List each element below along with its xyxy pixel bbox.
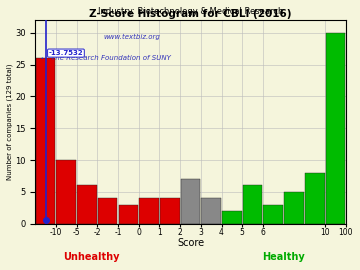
Text: www.textbiz.org: www.textbiz.org <box>104 34 161 40</box>
Bar <box>160 198 180 224</box>
Bar <box>243 185 262 224</box>
Title: Z-Score Histogram for CBLI (2016): Z-Score Histogram for CBLI (2016) <box>89 9 292 19</box>
Bar <box>264 205 283 224</box>
Text: Industry: Biotechnology & Medical Research: Industry: Biotechnology & Medical Resear… <box>98 7 283 16</box>
Bar <box>181 179 200 224</box>
X-axis label: Score: Score <box>177 238 204 248</box>
Y-axis label: Number of companies (129 total): Number of companies (129 total) <box>7 64 13 180</box>
Bar <box>57 160 76 224</box>
Text: Healthy: Healthy <box>262 252 305 262</box>
Bar <box>222 211 242 224</box>
Text: The Research Foundation of SUNY: The Research Foundation of SUNY <box>51 55 171 61</box>
Bar <box>305 173 325 224</box>
Bar <box>201 198 221 224</box>
Bar <box>118 205 138 224</box>
Bar <box>36 58 55 224</box>
Text: Unhealthy: Unhealthy <box>63 252 120 262</box>
Bar <box>284 192 304 224</box>
Bar <box>139 198 159 224</box>
Text: -13.7532: -13.7532 <box>49 50 83 56</box>
Bar <box>325 33 345 224</box>
Bar <box>98 198 117 224</box>
Bar <box>77 185 97 224</box>
